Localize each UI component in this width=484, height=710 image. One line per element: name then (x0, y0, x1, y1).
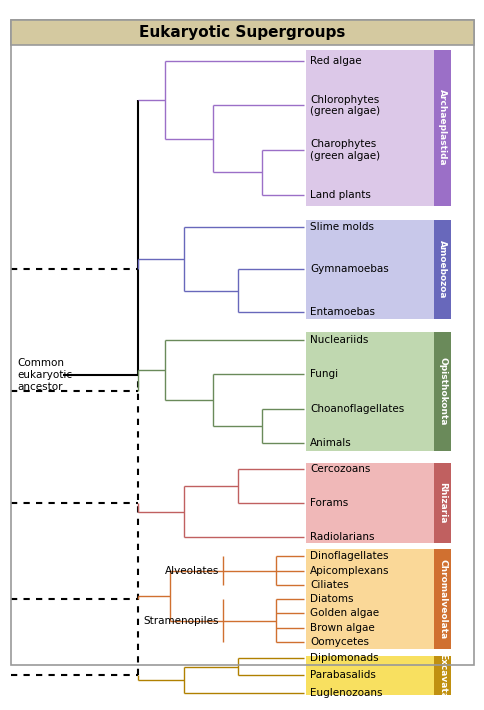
Text: Oomycetes: Oomycetes (310, 637, 369, 647)
Bar (11, 20, 473, 45)
Text: Brown algae: Brown algae (310, 623, 375, 633)
Text: Diplomonads: Diplomonads (310, 653, 378, 663)
Text: Golden algae: Golden algae (310, 608, 379, 618)
Text: Entamoebas: Entamoebas (310, 307, 375, 317)
Text: Red algae: Red algae (310, 55, 361, 66)
Text: Gymnamoebas: Gymnamoebas (310, 264, 388, 274)
Text: Archaeplastida: Archaeplastida (437, 89, 446, 166)
Text: Amoebozoa: Amoebozoa (437, 240, 446, 299)
Bar (305, 220, 433, 319)
Bar (433, 655, 450, 695)
Text: Opisthokonta: Opisthokonta (437, 357, 446, 426)
Bar (305, 463, 433, 542)
Text: Dinoflagellates: Dinoflagellates (310, 552, 388, 562)
Bar (305, 50, 433, 206)
Text: Nucleariids: Nucleariids (310, 335, 368, 345)
Text: Eukaryotic Supergroups: Eukaryotic Supergroups (139, 25, 345, 40)
Bar (305, 332, 433, 452)
Text: Fungi: Fungi (310, 369, 338, 379)
Bar (433, 332, 450, 452)
Text: Ciliates: Ciliates (310, 580, 348, 590)
Bar (433, 220, 450, 319)
Text: Euglenozoans: Euglenozoans (310, 687, 382, 698)
Text: Animals: Animals (310, 438, 351, 448)
Text: Diatoms: Diatoms (310, 594, 353, 604)
Bar (305, 655, 433, 695)
Text: Stramenopiles: Stramenopiles (143, 616, 219, 626)
Text: Common
eukaryotic
ancestor: Common eukaryotic ancestor (17, 359, 72, 391)
Text: Charophytes
(green algae): Charophytes (green algae) (310, 139, 380, 161)
Text: Chromalveolata: Chromalveolata (437, 559, 446, 639)
Text: Land plants: Land plants (310, 190, 371, 200)
Text: Parabasalids: Parabasalids (310, 670, 376, 680)
Text: Rhizaria: Rhizaria (437, 482, 446, 524)
Text: Excavata: Excavata (437, 652, 446, 699)
Text: Slime molds: Slime molds (310, 222, 374, 232)
Text: Chlorophytes
(green algae): Chlorophytes (green algae) (310, 94, 380, 116)
Text: Apicomplexans: Apicomplexans (310, 566, 389, 576)
Text: Cercozoans: Cercozoans (310, 464, 370, 474)
Bar (433, 463, 450, 542)
Text: Choanoflagellates: Choanoflagellates (310, 403, 404, 414)
Bar (305, 550, 433, 649)
Bar (433, 550, 450, 649)
Text: Radiolarians: Radiolarians (310, 532, 374, 542)
Bar (433, 50, 450, 206)
Text: Forams: Forams (310, 498, 348, 508)
Text: Alveolates: Alveolates (165, 566, 219, 576)
